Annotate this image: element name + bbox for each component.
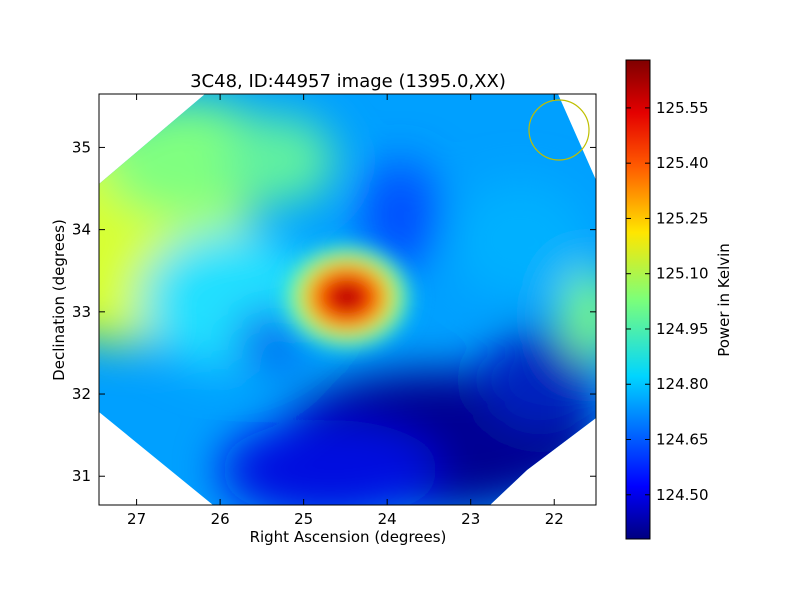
beam-circle	[528, 99, 590, 161]
colorbar-tick-label: 125.25	[656, 209, 709, 227]
colorbar-tick-label: 124.80	[656, 375, 709, 393]
y-tick-label: 33	[72, 303, 91, 321]
x-tick-label: 25	[294, 510, 313, 528]
x-axis-label: Right Ascension (degrees)	[250, 528, 447, 546]
axes-frame	[98, 93, 597, 506]
y-tick-label: 35	[72, 138, 91, 156]
heatmap-image	[99, 94, 596, 505]
colorbar-tick-label: 125.55	[656, 99, 709, 117]
colorbar-ticks: 124.50 124.65 124.80 124.95 125.10 125.25 125.…	[626, 99, 709, 504]
x-tick-label: 26	[211, 510, 230, 528]
colorbar-tick-label: 124.95	[656, 320, 709, 338]
x-tick-label: 23	[461, 510, 480, 528]
y-tick-label: 32	[72, 385, 91, 403]
y-tick-label: 34	[72, 221, 91, 239]
x-axis-ticks: 27 26 25 24 23 22	[127, 94, 564, 528]
y-axis-ticks: 31 32 33 34 35	[72, 138, 596, 485]
colorbar-tick-label: 124.50	[656, 486, 709, 504]
chart-title: 3C48, ID:44957 image (1395.0,XX)	[190, 71, 506, 92]
y-tick-label: 31	[72, 467, 91, 485]
x-tick-label: 27	[127, 510, 146, 528]
colorbar-label: Power in Kelvin	[715, 243, 733, 357]
colorbar	[625, 59, 651, 540]
y-axis-label: Declination (degrees)	[50, 219, 68, 381]
x-tick-label: 22	[545, 510, 564, 528]
colorbar-tick-label: 125.10	[656, 265, 709, 283]
colorbar-tick-label: 125.40	[656, 154, 709, 172]
colorbar-tick-label: 124.65	[656, 431, 709, 449]
x-tick-label: 24	[378, 510, 397, 528]
